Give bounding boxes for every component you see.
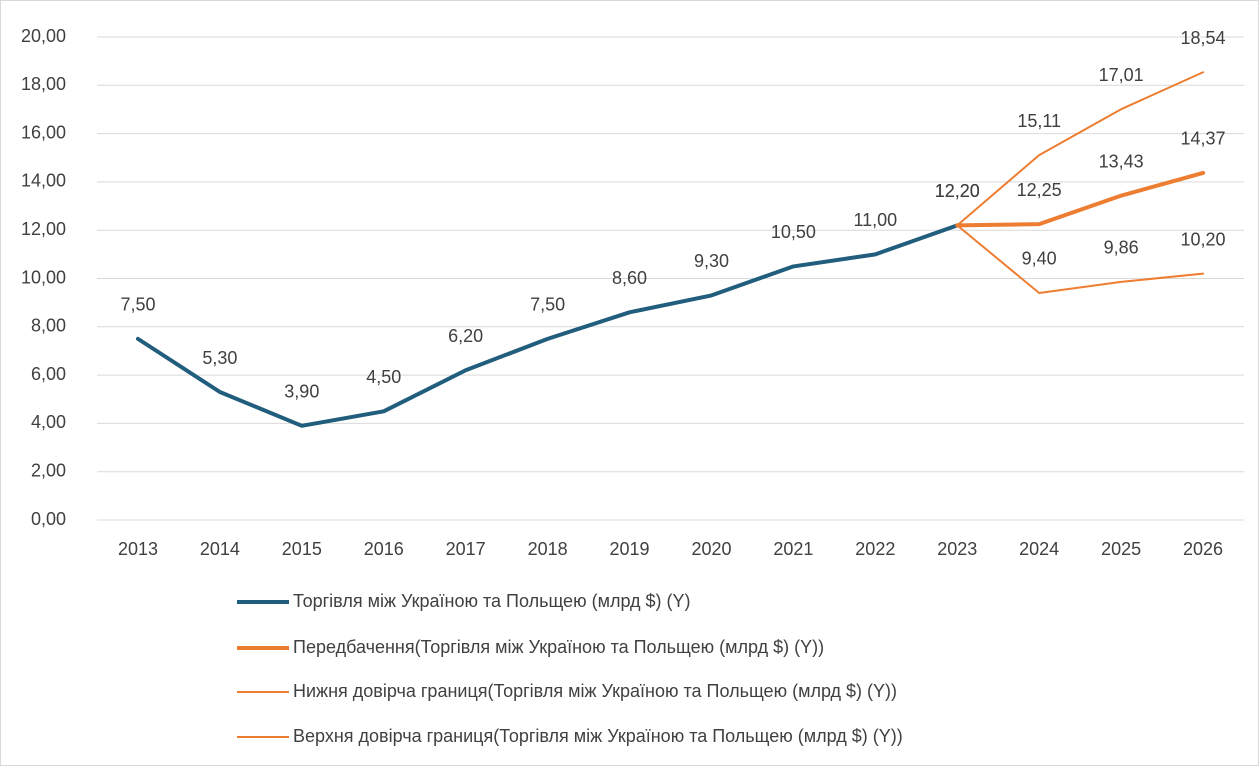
data-label: 3,90 bbox=[284, 382, 319, 402]
legend-label: Верхня довірча границя(Торгівля між Укра… bbox=[293, 726, 903, 746]
x-tick-label: 2022 bbox=[855, 539, 895, 559]
data-label: 9,40 bbox=[1022, 249, 1057, 269]
x-tick-label: 2020 bbox=[691, 539, 731, 559]
data-label: 8,60 bbox=[612, 268, 647, 288]
x-tick-label: 2025 bbox=[1101, 539, 1141, 559]
x-tick-label: 2017 bbox=[446, 539, 486, 559]
series-line bbox=[956, 224, 1205, 294]
data-label: 4,50 bbox=[366, 367, 401, 387]
x-tick-label: 2015 bbox=[282, 539, 322, 559]
y-tick-label: 14,00 bbox=[21, 171, 66, 191]
x-tick-label: 2014 bbox=[200, 539, 240, 559]
data-label: 7,50 bbox=[120, 295, 155, 315]
data-label: 12,20 bbox=[935, 181, 980, 201]
y-tick-label: 12,00 bbox=[21, 219, 66, 239]
y-tick-label: 8,00 bbox=[31, 316, 66, 336]
y-tick-label: 16,00 bbox=[21, 122, 66, 142]
data-label: 12,20 bbox=[935, 181, 980, 201]
x-tick-label: 2013 bbox=[118, 539, 158, 559]
y-tick-label: 20,00 bbox=[21, 26, 66, 46]
series-line bbox=[956, 71, 1205, 227]
data-label: 12,25 bbox=[1017, 180, 1062, 200]
y-tick-label: 2,00 bbox=[31, 460, 66, 480]
legend-label: Передбачення(Торгівля між Україною та По… bbox=[293, 637, 824, 657]
data-label: 18,54 bbox=[1181, 28, 1226, 48]
data-label: 5,30 bbox=[202, 348, 237, 368]
x-tick-label: 2021 bbox=[773, 539, 813, 559]
x-tick-label: 2026 bbox=[1183, 539, 1223, 559]
legend-label: Нижня довірча границя(Торгівля між Украї… bbox=[293, 681, 897, 701]
series-line bbox=[955, 170, 1206, 228]
y-tick-label: 4,00 bbox=[31, 412, 66, 432]
data-label: 10,20 bbox=[1181, 229, 1226, 249]
data-label: 7,50 bbox=[530, 295, 565, 315]
data-label: 9,86 bbox=[1104, 238, 1139, 258]
y-tick-label: 18,00 bbox=[21, 74, 66, 94]
x-tick-label: 2024 bbox=[1019, 539, 1059, 559]
y-tick-label: 6,00 bbox=[31, 364, 66, 384]
data-label: 15,11 bbox=[1017, 111, 1061, 131]
data-label: 14,37 bbox=[1181, 129, 1226, 149]
x-tick-label: 2018 bbox=[528, 539, 568, 559]
legend-label: Торгівля між Україною та Польщею (млрд $… bbox=[293, 591, 691, 611]
data-label: 13,43 bbox=[1099, 151, 1144, 171]
data-label: 9,30 bbox=[694, 251, 729, 271]
y-tick-label: 10,00 bbox=[21, 267, 66, 287]
series-line bbox=[135, 223, 960, 428]
data-label: 11,00 bbox=[853, 210, 897, 230]
y-tick-label: 0,00 bbox=[31, 509, 66, 529]
data-label: 17,01 bbox=[1099, 65, 1144, 85]
x-tick-label: 2023 bbox=[937, 539, 977, 559]
x-tick-label: 2016 bbox=[364, 539, 404, 559]
data-label: 10,50 bbox=[771, 222, 816, 242]
data-label: 6,20 bbox=[448, 326, 483, 346]
x-tick-label: 2019 bbox=[610, 539, 650, 559]
